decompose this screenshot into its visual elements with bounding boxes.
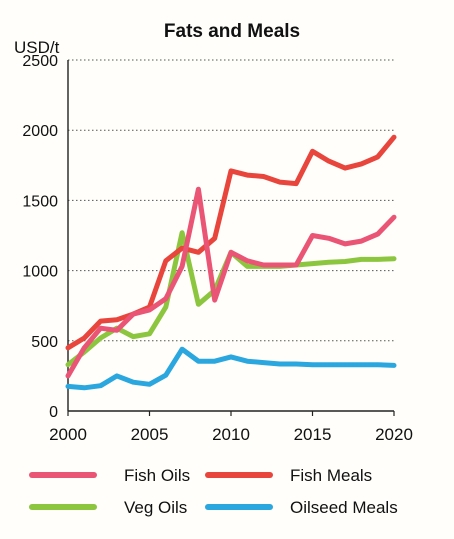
y-axis-label: USD/t [14, 38, 60, 57]
series-line-fish-oils [65, 186, 397, 379]
axes-layer [67, 60, 395, 416]
y-tick-label-2000: 2000 [22, 123, 58, 140]
grid-layer [68, 59, 394, 342]
x-tick-label-2015: 2015 [294, 425, 332, 444]
y-tick-label-1000: 1000 [22, 264, 58, 281]
legend-label-fish-meals: Fish Meals [290, 466, 372, 485]
legend-label-veg-oils: Veg Oils [124, 498, 187, 517]
y-tick-label-500: 500 [31, 334, 58, 351]
y-tick-label-2500: 2500 [22, 53, 58, 70]
x-tick-label-2020: 2020 [375, 425, 413, 444]
series-line-fish-meals [65, 134, 397, 351]
x-tick-label-2010: 2010 [212, 425, 250, 444]
x-tick-label-2000: 2000 [49, 425, 87, 444]
legend-label-oilseed-meals: Oilseed Meals [290, 498, 398, 517]
y-tick-label-1500: 1500 [22, 193, 58, 210]
legend: Fish Oils Fish Meals Veg Oils Oilseed Meals [29, 466, 398, 517]
legend-label-fish-oils: Fish Oils [124, 466, 190, 485]
y-tick-label-0: 0 [49, 404, 58, 421]
series-layer [65, 134, 397, 391]
x-tick-label-2005: 2005 [131, 425, 169, 444]
tick-labels: 0 500 1000 1500 2000 2500 2000 2005 2010 2015 2020 [22, 53, 413, 444]
series-line-oilseed-meals [65, 346, 397, 391]
chart-title: Fats and Meals [164, 21, 300, 42]
